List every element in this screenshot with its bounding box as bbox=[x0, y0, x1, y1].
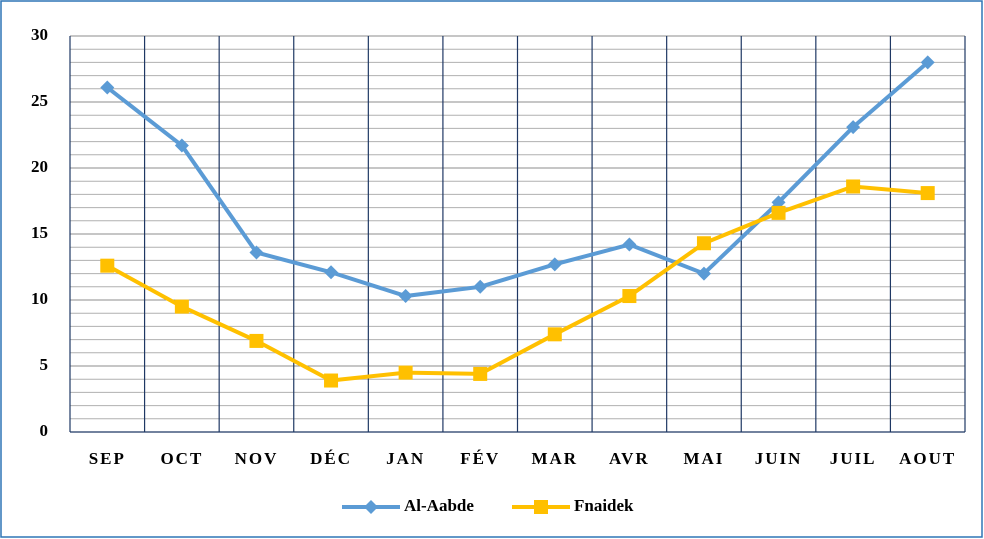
data-point bbox=[100, 258, 115, 273]
x-tick-label: OCT bbox=[160, 449, 203, 468]
data-point bbox=[398, 289, 413, 304]
data-point bbox=[249, 245, 264, 260]
data-point bbox=[473, 279, 488, 294]
legend-swatch-marker bbox=[364, 500, 378, 514]
data-point bbox=[398, 365, 413, 380]
data-point bbox=[174, 138, 189, 153]
data-point bbox=[100, 80, 115, 95]
data-point bbox=[920, 186, 935, 201]
x-tick-label: SEP bbox=[89, 449, 126, 468]
y-tick-label: 30 bbox=[31, 25, 48, 44]
series-line bbox=[106, 60, 930, 299]
data-point bbox=[324, 265, 339, 280]
x-tick-label: JUIN bbox=[755, 449, 803, 468]
data-point bbox=[846, 179, 861, 194]
y-tick-label: 15 bbox=[31, 223, 48, 242]
legend-label: Fnaidek bbox=[574, 496, 634, 515]
data-point bbox=[771, 205, 786, 220]
x-tick-label: JAN bbox=[386, 449, 425, 468]
legend-swatch-marker bbox=[534, 500, 548, 514]
data-point bbox=[846, 120, 861, 135]
data-point bbox=[547, 327, 562, 342]
x-tick-label: MAR bbox=[531, 449, 578, 468]
x-tick-label: AVR bbox=[609, 449, 650, 468]
data-point bbox=[771, 195, 786, 210]
x-tick-label: NOV bbox=[235, 449, 279, 468]
series-line bbox=[106, 184, 928, 383]
y-tick-label: 20 bbox=[31, 157, 48, 176]
x-tick-label: MAI bbox=[683, 449, 724, 468]
legend-label: Al-Aabde bbox=[404, 496, 474, 515]
y-tick-label: 25 bbox=[31, 91, 48, 110]
data-point bbox=[174, 299, 189, 314]
data-point bbox=[473, 366, 488, 381]
data-point bbox=[547, 257, 562, 272]
y-tick-label: 0 bbox=[40, 421, 49, 440]
data-point bbox=[324, 373, 339, 388]
data-point bbox=[622, 289, 637, 304]
data-point bbox=[696, 236, 711, 251]
x-tick-label: AOUT bbox=[899, 449, 956, 468]
data-point bbox=[696, 266, 711, 281]
y-tick-label: 10 bbox=[31, 289, 48, 308]
x-tick-label: JUIL bbox=[830, 449, 877, 468]
data-point bbox=[920, 55, 935, 70]
data-point bbox=[622, 237, 637, 252]
x-tick-label: FÉV bbox=[460, 449, 500, 468]
y-tick-label: 5 bbox=[40, 355, 49, 374]
data-point bbox=[249, 333, 264, 348]
x-tick-label: DÉC bbox=[310, 449, 352, 468]
